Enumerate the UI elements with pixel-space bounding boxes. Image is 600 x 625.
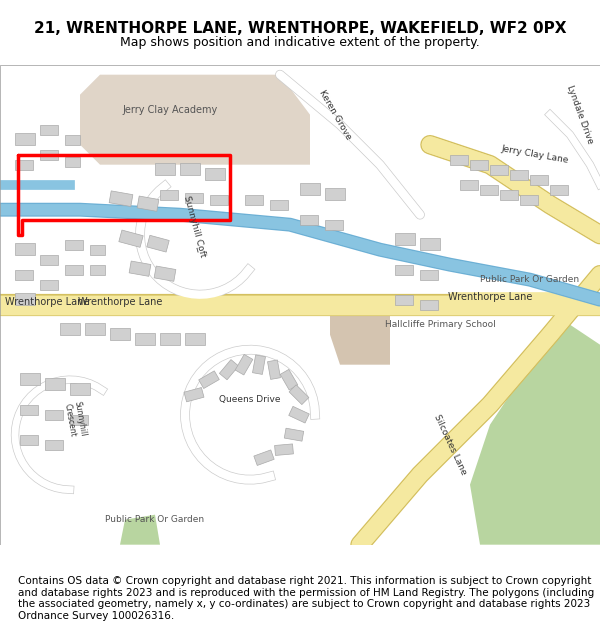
Bar [210,195,228,205]
Text: Sunnyhill Co̲ft: Sunnyhill Co̲ft [182,195,208,259]
Polygon shape [120,515,160,545]
Bar [268,360,280,379]
Bar [270,200,288,210]
Bar [15,132,35,144]
Bar [135,332,155,345]
Bar [205,168,225,180]
Text: Keren Grove: Keren Grove [317,88,353,141]
Bar [40,149,58,159]
Bar [65,239,83,249]
Text: Hallcliffe Primary School: Hallcliffe Primary School [385,320,496,329]
Bar [0,64,600,545]
Bar [90,265,105,275]
Text: Wrenthorpe Lane: Wrenthorpe Lane [5,297,89,307]
Text: Public Park Or Garden: Public Park Or Garden [106,515,205,524]
Polygon shape [470,325,600,545]
Bar [460,180,478,190]
Text: Lyndale Drive: Lyndale Drive [565,84,595,145]
Bar [154,266,176,281]
Bar [180,162,200,174]
Bar [119,230,143,248]
Bar [20,435,38,445]
Bar [90,244,105,255]
Bar [70,382,90,395]
Bar [147,235,169,252]
Bar [129,261,151,276]
Text: Wrenthorpe Lane: Wrenthorpe Lane [78,297,162,307]
Bar [15,242,35,255]
Bar [20,372,40,384]
Bar [450,154,468,164]
Bar [470,159,488,169]
Bar [289,406,309,423]
Bar [184,388,204,402]
Bar [65,265,83,275]
Bar [510,169,528,180]
Bar [45,378,65,390]
Bar [160,190,178,200]
Text: Public Park Or Garden: Public Park Or Garden [481,275,580,284]
Bar [199,371,219,389]
Text: 21, WRENTHORPE LANE, WRENTHORPE, WAKEFIELD, WF2 0PX: 21, WRENTHORPE LANE, WRENTHORPE, WAKEFIE… [34,21,566,36]
Bar [15,270,33,280]
Bar [109,191,133,206]
Polygon shape [330,294,390,364]
Bar [420,299,438,309]
Bar [20,405,38,415]
Bar [185,332,205,345]
Bar [300,214,318,224]
Bar [420,270,438,280]
Bar [280,369,298,390]
Bar [289,385,309,404]
Bar [490,164,508,174]
Bar [395,294,413,304]
Bar [284,428,304,441]
Bar [420,238,440,249]
Bar [70,415,88,425]
Text: Jerry Clay Academy: Jerry Clay Academy [122,104,218,115]
Bar [253,355,265,374]
Bar [530,174,548,185]
Bar [155,162,175,174]
Bar [85,322,105,335]
Bar [500,190,518,200]
Bar [220,359,239,380]
Bar [45,440,63,450]
Bar [325,219,343,229]
Bar [65,157,80,167]
Bar [15,159,33,169]
Bar [185,192,203,202]
Bar [137,196,159,211]
Bar [65,134,80,144]
Bar [40,280,58,290]
Text: Map shows position and indicative extent of the property.: Map shows position and indicative extent… [120,36,480,49]
Text: Silcoates Lane: Silcoates Lane [432,413,468,476]
Bar [235,354,253,375]
Bar [15,292,35,304]
Bar [245,195,263,205]
Polygon shape [80,74,310,164]
Text: Queens Drive: Queens Drive [219,395,281,404]
Bar [480,185,498,195]
Text: Jerry Clay Lane: Jerry Clay Lane [500,144,569,165]
Bar [550,185,568,195]
Bar [40,125,58,134]
Text: Contains OS data © Crown copyright and database right 2021. This information is : Contains OS data © Crown copyright and d… [18,576,594,621]
Bar [45,410,63,420]
Bar [254,450,274,466]
Bar [395,265,413,275]
Bar [40,255,58,265]
Bar [160,332,180,345]
Text: Wrenthorpe Lane: Wrenthorpe Lane [448,292,532,302]
Bar [110,328,130,340]
Bar [60,322,80,335]
Bar [520,195,538,205]
Text: Sunnyhill
Crescent: Sunnyhill Crescent [62,401,88,439]
Bar [325,188,345,200]
Bar [300,182,320,195]
Bar [395,232,415,244]
Bar [275,444,293,456]
